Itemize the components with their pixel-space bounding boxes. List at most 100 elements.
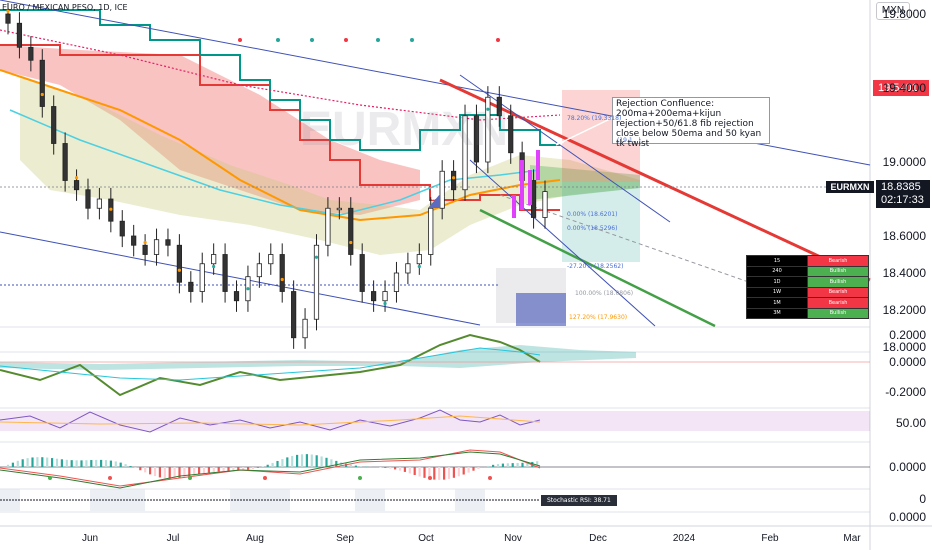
candle-body (73, 180, 80, 191)
candle-body (508, 115, 514, 154)
candle-body (199, 263, 205, 292)
histogram-bar (359, 466, 362, 467)
candle-body (348, 207, 354, 255)
y-tick-label: 18.0000 (882, 340, 926, 354)
y-tick-label: -0.2000 (885, 385, 926, 399)
histogram-bar (207, 467, 210, 473)
currency-badge[interactable]: MXN (876, 2, 910, 20)
channel-bottom-line (0, 231, 481, 326)
candle-body (496, 96, 502, 117)
histogram-bar (217, 467, 220, 472)
histogram-bar (501, 463, 504, 467)
histogram-bar (55, 458, 59, 467)
annotation-line: close below 50ema and 50 kyan (616, 129, 762, 139)
histogram-bar (296, 454, 299, 467)
signal-cell: Bearish (807, 286, 869, 298)
short-position-target (562, 182, 640, 262)
signal-dot (486, 107, 490, 111)
histogram-bar (242, 467, 245, 471)
timeframe-cell: 240 (746, 265, 808, 277)
candle-body (291, 291, 297, 339)
cross-dot (108, 476, 112, 480)
histogram-bar (340, 462, 343, 467)
candle-body (359, 254, 365, 292)
candle-body (153, 239, 160, 255)
price-badge-red: 19.5401 (873, 80, 929, 96)
candle-body (176, 244, 182, 283)
candle-body (473, 115, 480, 163)
ema-orange (0, 69, 561, 222)
candle-body (51, 106, 57, 144)
chart-title: EURO / MEXICAN PESO, 1D, ICE (2, 3, 128, 12)
candle-body (393, 272, 400, 292)
signal-dot (212, 264, 216, 269)
top-signal-dot (276, 38, 280, 42)
timeframe-cell: 15 (746, 255, 808, 267)
histogram-bar (256, 467, 259, 468)
histogram-bar (31, 457, 34, 467)
histogram-bar (193, 467, 196, 476)
stochastic-rsi-label: Stochastic RSI: 38.71 (541, 495, 617, 506)
histogram-bar (354, 465, 357, 467)
candle-body (96, 198, 103, 209)
candle-body (16, 22, 23, 48)
fan-line (459, 74, 671, 223)
timeframe-cell: 1D (746, 276, 808, 288)
histogram-bar (51, 458, 54, 467)
histogram-bar (330, 459, 333, 467)
histogram-bar (325, 457, 328, 467)
histogram-bar (6, 464, 10, 467)
signal-row: 3M Bullish (746, 307, 869, 319)
annotation-line: 200ma+200ema+kijun (616, 109, 722, 119)
annotation-note[interactable]: Rejection Confluence: 200ma+200ema+kijun… (612, 97, 770, 149)
indicator-line-green (0, 333, 541, 397)
x-axis-label: Jun (81, 533, 99, 544)
x-axis-label: Dec (589, 533, 607, 544)
x-axis-label: Oct (418, 533, 434, 544)
signal-dot (74, 176, 79, 180)
fib-level-label: -27.20% (18.2562) (567, 263, 624, 270)
candle-body (462, 115, 468, 191)
watermark: EURMXN (300, 103, 508, 156)
histogram-bar (11, 462, 14, 467)
current-price-value: 18.8385 (881, 181, 921, 193)
histogram-bar (443, 467, 446, 480)
highlight-candle (520, 160, 524, 210)
histogram-bar (423, 467, 426, 478)
signal-dot (314, 255, 319, 259)
timeframe-cell: 1W (746, 286, 808, 298)
indicator-panes (0, 333, 870, 501)
highlight-candle (536, 150, 540, 180)
highlight-candle (512, 195, 516, 218)
histogram-bar (433, 467, 436, 480)
signal-dot (143, 240, 147, 245)
top-signal-dot (410, 38, 414, 42)
signal-cell: Bullish (807, 265, 869, 277)
histogram-bar (472, 467, 475, 471)
y-tick-label: 0 (919, 492, 926, 506)
signal-dot (40, 92, 44, 97)
histogram-bar (447, 467, 451, 479)
histogram-bar (70, 460, 73, 467)
candle-body (142, 244, 148, 255)
top-signal-dot (238, 38, 242, 42)
candle-body (313, 244, 320, 320)
histogram-bar (247, 467, 250, 470)
indicator-cloud (0, 345, 636, 370)
annotation-arrow (555, 117, 613, 146)
tenkan-line (0, 9, 560, 151)
fib-level-label: 0.00% (18.5296) (567, 225, 618, 232)
histogram-bar (300, 454, 304, 467)
histogram-bar (389, 467, 392, 469)
projection-line (499, 194, 801, 301)
y-tick-label: 0.0000 (889, 460, 926, 474)
histogram-bar (178, 467, 181, 479)
histogram-bar (291, 455, 294, 467)
histogram-bar (60, 459, 63, 467)
signal-dot (280, 277, 284, 282)
histogram-bar (237, 467, 240, 471)
cross-dot (188, 476, 192, 480)
candle-body (62, 143, 68, 181)
candle-body (28, 46, 34, 61)
